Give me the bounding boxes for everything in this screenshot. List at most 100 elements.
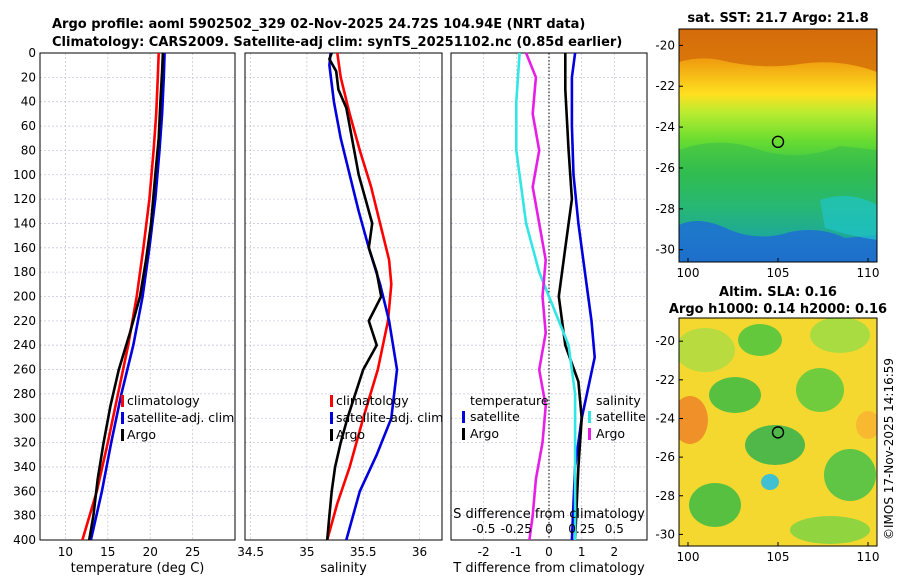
legend-swatch [588, 411, 591, 423]
series-line-argo [87, 52, 165, 541]
y-tick-label: 240 [13, 338, 36, 352]
legend-swatch [588, 428, 591, 440]
legend-label: Argo [470, 426, 499, 441]
y-tick-label: 100 [13, 168, 36, 182]
x-tick-label: 1 [578, 545, 586, 559]
x-tick-label: 0 [545, 545, 553, 559]
legend-swatch [330, 412, 333, 424]
sla-eddy [709, 377, 761, 413]
series-line-climatology [325, 52, 393, 541]
map-y-tick-label: -22 [655, 79, 675, 93]
s-tick-label: 0.25 [568, 522, 595, 536]
legend-label: climatology [336, 393, 409, 408]
y-tick-label: 180 [13, 265, 36, 279]
y-tick-label: 260 [13, 363, 36, 377]
map-x-tick-label: 100 [677, 550, 700, 564]
legend-swatch [330, 395, 333, 407]
y-tick-label: 320 [13, 436, 36, 450]
series-line-argo [325, 52, 383, 541]
legend-label: satellite-adj. clim [336, 410, 443, 425]
legend-label: Argo [336, 427, 365, 442]
sla-map-title: Altim. SLA: 0.16 [719, 285, 837, 300]
temperature-panel: 0 20 40 60 80 100 120 140 160 180 200 220 240 260 280 3… [13, 46, 236, 576]
salinity-panel: 34.5 35 35.5 36 salinity climatology satellite… [237, 52, 443, 576]
sla-eddy [824, 449, 876, 501]
title-line-1: Argo profile: aoml 5902502_329 02-Nov-20… [52, 17, 585, 32]
axes-frame [39, 52, 236, 541]
map-y-tick-label: -20 [655, 334, 675, 348]
map-y-tick-label: -24 [655, 411, 675, 425]
map-y-tick-label: -22 [655, 373, 675, 387]
y-tick-label: 220 [13, 314, 36, 328]
y-tick-label: 0 [28, 46, 36, 60]
legend-swatch [462, 428, 465, 440]
map-y-tick-label: -24 [655, 120, 675, 134]
sst-cyan-patch [820, 196, 877, 240]
series-line-salinity-satellite [515, 52, 577, 540]
map-y-tick-label: -20 [655, 38, 675, 52]
x-tick-label: 25 [185, 545, 200, 559]
sst-warm-band [679, 29, 877, 72]
y-tick-label: 380 [13, 509, 36, 523]
y-tick-label: 40 [21, 95, 36, 109]
map-x-tick-label: 105 [767, 550, 790, 564]
y-tick-label: 400 [13, 533, 36, 547]
x-axis-label: temperature (deg C) [71, 561, 205, 576]
x-tick-label: 10 [58, 545, 73, 559]
series-line-satellite-adj-clim [89, 52, 166, 541]
sla-eddy [745, 425, 805, 465]
x-tick-label: -2 [478, 545, 490, 559]
legend-swatch [121, 395, 124, 407]
map-y-tick-label: -30 [655, 527, 675, 541]
s-tick-label: -0.5 [472, 522, 495, 536]
sla-eddy [796, 368, 844, 412]
legend-label: Argo [127, 427, 156, 442]
sst-map-panel: sat. SST: 21.7 Argo: 21.8 100 105 110 -20 -2… [655, 11, 879, 280]
legend-title: salinity [596, 393, 641, 408]
series-line-temperature-argo [557, 53, 583, 541]
sla-eddy [738, 324, 782, 356]
s-tick-label: 0.5 [605, 522, 624, 536]
legend-label: satellite [596, 409, 646, 424]
legend-title: temperature [470, 393, 549, 408]
map-y-tick-label: -28 [655, 202, 675, 216]
map-y-tick-label: -28 [655, 489, 675, 503]
argo-location-marker [771, 426, 785, 439]
sla-eddy [679, 328, 735, 372]
map-x-tick-label: 110 [857, 266, 880, 280]
legend-swatch [462, 411, 465, 423]
x-tick-label: 20 [143, 545, 158, 559]
legend-swatch [121, 412, 124, 424]
legend-swatch [330, 429, 333, 441]
legend-label: climatology [127, 393, 200, 408]
sla-eddy [689, 483, 741, 527]
y-tick-label: 140 [13, 216, 36, 230]
map-x-tick-label: 100 [677, 266, 700, 280]
credit-text: ©IMOS 17-Nov-2025 14:16:59 [882, 358, 896, 540]
y-tick-label: 340 [13, 460, 36, 474]
legend-label: satellite-adj. clim [127, 410, 234, 425]
y-tick-label: 20 [21, 70, 36, 84]
y-tick-label: 80 [21, 143, 36, 157]
y-tick-label: 300 [13, 411, 36, 425]
map-x-tick-label: 105 [767, 266, 790, 280]
sla-eddy [790, 516, 870, 544]
sla-eddy [856, 411, 877, 439]
x-tick-label: -1 [510, 545, 522, 559]
y-tick-label: 360 [13, 484, 36, 498]
x-tick-label: 36 [412, 545, 427, 559]
s-axis-label: S difference from climatology [453, 507, 645, 522]
axes-frame [244, 52, 443, 541]
y-tick-label: 200 [13, 290, 36, 304]
map-y-tick-label: -30 [655, 243, 675, 257]
s-tick-label: 0 [545, 522, 553, 536]
sla-map-panel: Altim. SLA: 0.16 Argo h1000: 0.14 h2000:… [655, 285, 887, 564]
y-tick-label: 160 [13, 241, 36, 255]
sst-map-title: sat. SST: 21.7 Argo: 21.8 [687, 11, 868, 26]
y-tick-label: 120 [13, 192, 36, 206]
sla-map-subtitle: Argo h1000: 0.14 h2000: 0.16 [669, 302, 887, 317]
sst-cool-band [679, 221, 877, 262]
legend-label: Argo [596, 426, 625, 441]
axes-frame [450, 52, 648, 541]
